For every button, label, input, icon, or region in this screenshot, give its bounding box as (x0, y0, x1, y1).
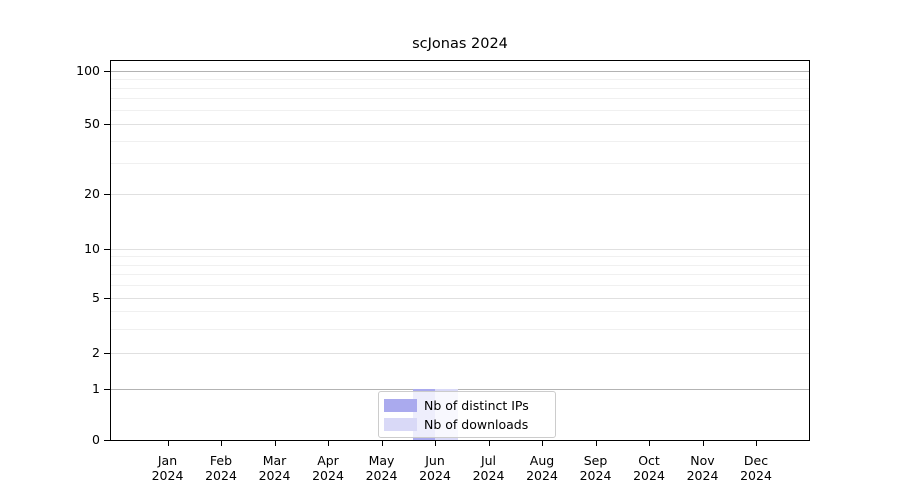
y-gridline-minor (111, 311, 809, 313)
month-line: Mar (262, 453, 287, 468)
y-gridline-minor (111, 88, 809, 90)
month-line: Apr (317, 453, 339, 468)
x-axis-tick-label: Mar 2024 (235, 453, 315, 483)
y-axis-tick-label: 20 (84, 186, 100, 201)
x-axis-tick (488, 441, 490, 446)
y-gridline-minor (111, 274, 809, 276)
y-gridline (111, 124, 809, 125)
month-line: Dec (743, 453, 769, 468)
x-axis-tick (274, 441, 276, 446)
y-gridline-minor (111, 328, 809, 330)
x-axis-tick-label: Sep 2024 (556, 453, 636, 483)
x-axis-tick (328, 441, 329, 446)
month-line: Aug (529, 453, 555, 468)
year-line: 2024 (579, 468, 612, 483)
month-line: Nov (690, 453, 715, 468)
chart-title: scJonas 2024 (412, 36, 508, 52)
x-axis-tick (221, 441, 222, 446)
y-axis-tick-label: 1 (92, 381, 100, 396)
y-axis-tick-label: 100 (76, 63, 100, 78)
plot-area: Nb of distinct IPs Nb of downloads (110, 60, 810, 441)
year-line: 2024 (472, 468, 505, 483)
legend-item-label: Nb of distinct IPs (424, 397, 529, 413)
x-axis-tick-label: Nov 2024 (663, 453, 743, 483)
year-line: 2024 (151, 468, 184, 483)
month-line: Sep (583, 453, 608, 468)
year-line: 2024 (686, 468, 719, 483)
year-line: 2024 (365, 468, 398, 483)
year-line: 2024 (312, 468, 344, 483)
y-axis-tick (104, 389, 110, 390)
y-gridline-minor (111, 141, 809, 143)
legend-item: Nb of distinct IPs (384, 396, 547, 415)
y-axis-tick-label: 5 (92, 290, 100, 305)
y-gridline-minor (111, 256, 809, 258)
y-gridline-major (111, 389, 809, 390)
x-axis-tick-label: Oct 2024 (609, 453, 689, 483)
year-line: 2024 (419, 468, 451, 483)
year-line: 2024 (633, 468, 665, 483)
x-axis-tick-label: Dec 2024 (716, 453, 796, 483)
x-axis-tick-label: Aug 2024 (502, 453, 582, 483)
x-axis-tick (435, 441, 436, 446)
month-line: Jan (157, 453, 178, 468)
x-axis-tick (595, 441, 597, 446)
x-axis-tick-label: Feb 2024 (181, 453, 261, 483)
month-line: Jul (480, 453, 497, 468)
month-line: Feb (209, 453, 233, 468)
x-axis-tick (756, 441, 757, 446)
x-axis-tick (542, 441, 543, 446)
y-gridline-minor (111, 264, 809, 266)
y-gridline (111, 353, 809, 354)
y-gridline-minor (111, 110, 809, 112)
y-gridline (111, 298, 809, 299)
y-axis-tick (104, 124, 110, 125)
y-gridline (111, 194, 809, 195)
y-axis-tick (104, 298, 110, 299)
y-axis-tick (104, 71, 110, 72)
y-axis-tick (104, 440, 110, 441)
x-axis-tick (649, 441, 650, 446)
month-line: May (368, 453, 395, 468)
y-axis-tick (104, 353, 110, 354)
x-axis-tick-label: Jul 2024 (449, 453, 529, 483)
y-axis-tick (104, 249, 110, 250)
x-axis-tick-label: Apr 2024 (288, 453, 368, 483)
y-gridline-minor (111, 285, 809, 287)
x-axis-tick-label: Jun 2024 (395, 453, 475, 483)
year-line: 2024 (205, 468, 237, 483)
y-gridline-minor (111, 163, 809, 165)
x-axis-tick (167, 441, 169, 446)
month-line: Oct (638, 453, 660, 468)
y-axis-tick-label: 0 (92, 432, 100, 447)
year-line: 2024 (258, 468, 291, 483)
y-gridline-minor (111, 79, 809, 81)
legend-swatch (384, 417, 417, 431)
y-axis-tick (104, 194, 110, 195)
y-gridline (111, 249, 809, 250)
x-axis-tick-label: Jan 2024 (128, 453, 208, 483)
legend-swatch (384, 398, 417, 412)
x-axis-tick (702, 441, 704, 446)
legend: Nb of distinct IPs Nb of downloads (378, 391, 556, 438)
y-gridline-major (111, 71, 809, 72)
y-axis-tick-label: 50 (84, 116, 100, 131)
legend-item: Nb of downloads (384, 415, 547, 434)
y-gridline-minor (111, 98, 809, 100)
month-line: Jun (425, 453, 445, 468)
x-axis-tick (381, 441, 383, 446)
x-axis-tick-label: May 2024 (342, 453, 422, 483)
year-line: 2024 (526, 468, 558, 483)
year-line: 2024 (740, 468, 772, 483)
y-axis-tick-label: 2 (92, 345, 100, 360)
legend-item-label: Nb of downloads (424, 416, 529, 432)
y-axis-tick-label: 10 (84, 241, 100, 256)
